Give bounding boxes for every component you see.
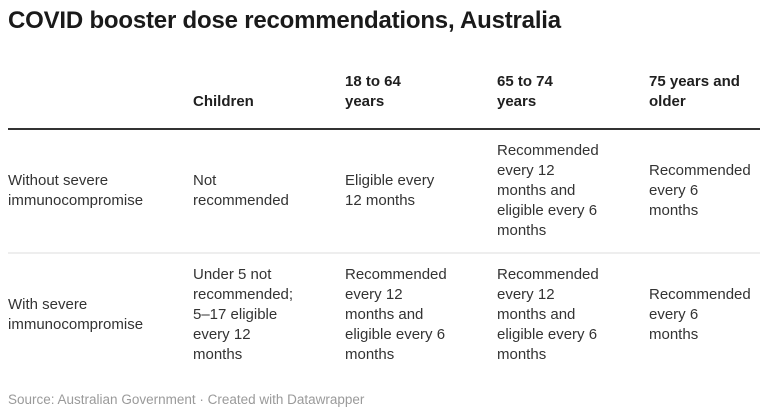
chart-title: COVID booster dose recommendations, Aust… (8, 7, 561, 34)
source-attribution: Source: Australian Government · Created … (8, 392, 365, 407)
table-cell: Eligible every 12 months (345, 172, 435, 209)
table-cell: Recommended every 6 months (649, 162, 751, 219)
table-cell: Recommended every 6 months (649, 286, 751, 343)
table-cell: Recommended every 12 months and eligible… (497, 142, 599, 239)
column-header-18-64: 18 to 64 years (345, 36, 497, 130)
table-row-with-severe: With severe immunocompromise Under 5 not… (8, 253, 760, 376)
row-label: With severe immunocompromise (8, 296, 144, 333)
table-cell: Not recommended (193, 172, 289, 209)
row-label: Without severe immunocompromise (8, 172, 144, 209)
table-cell: Recommended every 12 months and eligible… (345, 266, 447, 363)
header-row: Children 18 to 64 years 65 to 74 years 7… (8, 36, 760, 130)
table-row-without-severe: Without severe immunocompromise Not reco… (8, 129, 760, 253)
table-cell: Recommended every 12 months and eligible… (497, 266, 599, 363)
column-header-row-label (8, 36, 193, 130)
column-header-children: Children (193, 36, 345, 130)
column-header-65-74: 65 to 74 years (497, 36, 649, 130)
table-cell: Under 5 not recommended; 5–17 eligible e… (193, 266, 294, 363)
recommendations-table: Children 18 to 64 years 65 to 74 years 7… (8, 36, 760, 376)
column-header-75-older: 75 years and older (649, 36, 760, 130)
